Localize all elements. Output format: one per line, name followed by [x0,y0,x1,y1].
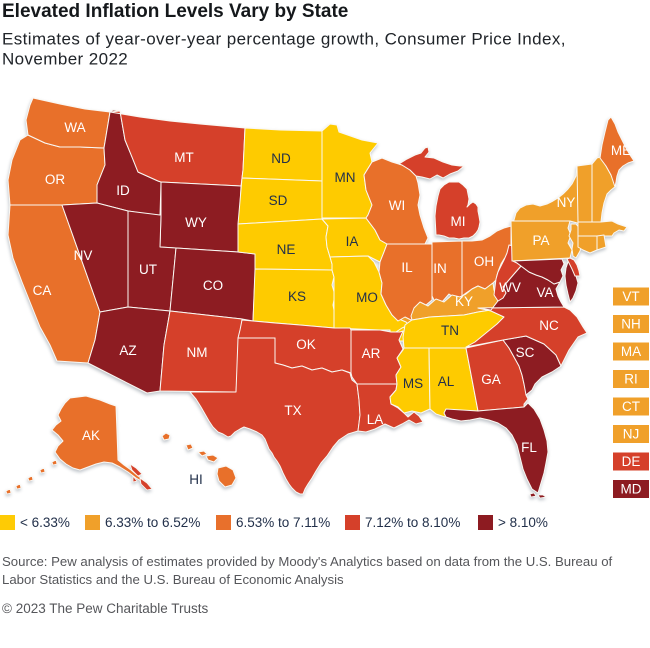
svg-text:PA: PA [532,233,549,248]
svg-text:VT: VT [622,289,639,304]
svg-text:KS: KS [288,289,306,304]
svg-text:SC: SC [516,345,535,360]
svg-text:NJ: NJ [623,427,640,442]
svg-text:VA: VA [536,285,553,300]
svg-text:< 6.33%: < 6.33% [20,515,70,530]
svg-text:© 2023 The Pew Charitable Trus: © 2023 The Pew Charitable Trusts [2,601,209,616]
svg-text:LA: LA [367,412,384,427]
svg-text:MN: MN [335,170,356,185]
svg-text:UT: UT [139,262,157,277]
svg-text:NY: NY [557,195,576,210]
svg-text:MA: MA [621,344,641,359]
svg-text:ME: ME [611,143,631,158]
svg-text:AK: AK [82,428,100,443]
svg-text:FL: FL [521,440,537,455]
svg-text:ND: ND [271,151,291,166]
svg-text:CA: CA [33,283,52,298]
svg-text:IA: IA [346,234,359,249]
svg-text:WI: WI [389,198,406,213]
svg-text:KY: KY [455,294,473,309]
svg-text:OR: OR [45,172,66,187]
svg-text:MS: MS [403,376,423,391]
svg-text:NM: NM [187,345,208,360]
svg-text:Elevated Inflation Levels Vary: Elevated Inflation Levels Vary by State [2,1,348,22]
svg-text:TN: TN [441,323,459,338]
svg-text:NE: NE [277,242,296,257]
svg-text:AL: AL [438,374,455,389]
svg-text:OK: OK [296,337,316,352]
svg-text:AZ: AZ [119,343,136,358]
svg-text:MT: MT [174,150,194,165]
svg-text:GA: GA [481,372,501,387]
svg-text:RI: RI [624,372,638,387]
svg-text:6.53% to 7.11%: 6.53% to 7.11% [236,515,330,530]
svg-text:Estimates of year-over-year pe: Estimates of year-over-year percentage g… [2,30,566,49]
svg-text:7.12% to 8.10%: 7.12% to 8.10% [365,515,460,530]
svg-text:ID: ID [116,183,130,198]
svg-text:CT: CT [622,399,640,414]
svg-text:WY: WY [185,215,207,230]
svg-text:> 8.10%: > 8.10% [498,515,548,530]
svg-text:AR: AR [362,346,381,361]
svg-text:NC: NC [539,318,559,333]
svg-text:Labor Statistics and the U.S.: Labor Statistics and the U.S. Bureau of … [2,572,344,587]
svg-text:TX: TX [284,403,301,418]
svg-text:WV: WV [499,280,521,295]
svg-text:November 2022: November 2022 [2,50,128,69]
svg-text:IN: IN [433,261,447,276]
svg-text:SD: SD [269,193,288,208]
svg-text:NH: NH [621,317,641,332]
svg-text:MI: MI [451,214,466,229]
svg-text:MD: MD [621,482,642,497]
svg-text:IL: IL [401,260,413,275]
svg-text:OH: OH [474,254,494,269]
svg-text:DE: DE [622,454,641,469]
svg-text:6.33% to 6.52%: 6.33% to 6.52% [105,515,200,530]
svg-text:HI: HI [189,472,203,487]
svg-text:MO: MO [356,290,378,305]
svg-text:Source: Pew analysis of estima: Source: Pew analysis of estimates provid… [2,554,613,569]
svg-text:WA: WA [64,120,85,135]
svg-text:NV: NV [74,248,93,263]
svg-text:CO: CO [203,278,223,293]
